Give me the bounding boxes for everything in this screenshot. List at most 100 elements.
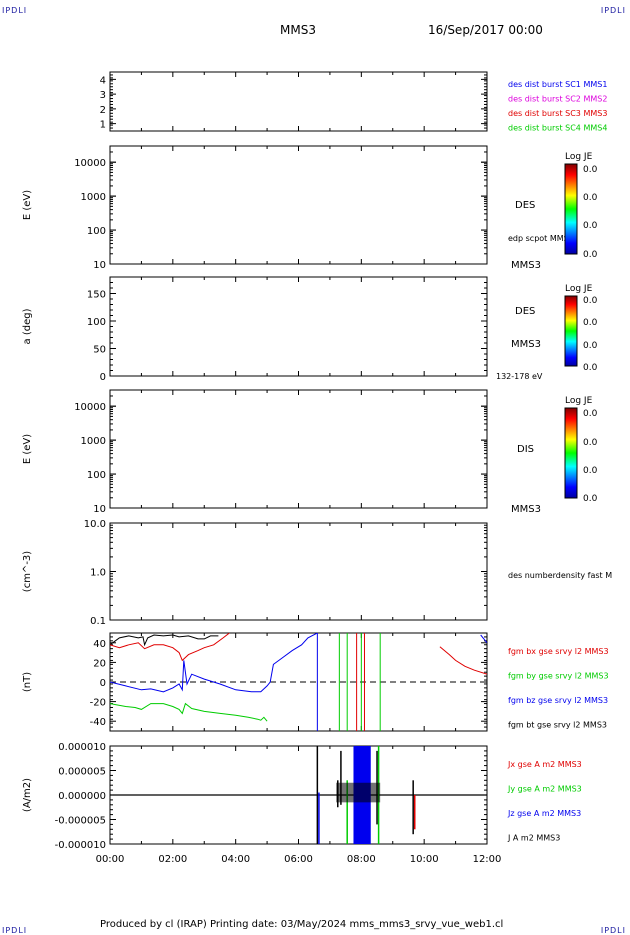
- y-tick-label: 10: [93, 260, 106, 271]
- time-tick-label: 04:00: [221, 854, 250, 865]
- legend-entry: fgm bt gse srvy l2 MMS3: [508, 721, 607, 730]
- series-line: [110, 633, 318, 693]
- y-tick-label: 100: [87, 317, 106, 328]
- y-tick-label: 0.000005: [58, 767, 106, 778]
- y-tick-label: 2: [100, 105, 106, 116]
- panel-right-label: edp scpot MMS3: [508, 234, 574, 243]
- current-traces: [110, 746, 487, 844]
- y-tick-label: -40: [90, 717, 106, 728]
- panel-right-label: DES: [515, 306, 535, 317]
- current-activity: [336, 782, 381, 803]
- y-tick-label: -20: [90, 698, 106, 709]
- y-tick-label: 10000: [74, 402, 106, 413]
- y-tick-label: 0: [100, 678, 106, 689]
- panel-right-label: MMS3: [511, 260, 541, 271]
- y-tick-label: 3: [100, 90, 106, 101]
- colorbar-tick-label: 0.0: [583, 250, 598, 260]
- y-tick-label: 0.1: [90, 616, 106, 627]
- legend-entry: des dist burst SC3 MMS3: [508, 109, 607, 118]
- colorbar-tick-label: 0.0: [583, 318, 598, 328]
- colorbar-tick-label: 0.0: [583, 296, 598, 306]
- y-axis-label: E (eV): [22, 190, 33, 220]
- y-axis-label: (cm^-3): [22, 551, 33, 592]
- series-line: [110, 634, 219, 647]
- corner-label-tr: IPDLI: [600, 6, 626, 15]
- y-axis-label: (nT): [22, 672, 33, 692]
- panel-frame: [109, 145, 488, 265]
- colorbar-tick-label: 0.0: [583, 409, 598, 419]
- y-tick-label: 1.0: [90, 568, 106, 579]
- panel-frame: [109, 389, 488, 509]
- y-tick-label: 0.000000: [58, 791, 106, 802]
- panel-frame: [109, 522, 488, 621]
- colorbar-tick-label: 0.0: [583, 341, 598, 351]
- date-title: 16/Sep/2017 00:00: [428, 23, 543, 37]
- y-tick-label: 10: [93, 504, 106, 515]
- colorbar-tick-label: 0.0: [583, 438, 598, 448]
- legend-entry: fgm bx gse srvy l2 MMS3: [508, 647, 609, 656]
- y-tick-label: 50: [93, 345, 106, 356]
- y-tick-label: 1000: [81, 192, 106, 203]
- panel-right-label: MMS3: [511, 504, 541, 515]
- fgm-lines: [110, 633, 487, 731]
- panel-current: -0.000010 -0.000005 0.000000 0.000005 0.0000…: [22, 742, 488, 851]
- legend-entry: fgm bz gse srvy l2 MMS3: [508, 696, 608, 705]
- panel-frame: [109, 276, 488, 377]
- colorbar-tick-label: 0.0: [583, 466, 598, 476]
- spacecraft-title: MMS3: [280, 23, 316, 37]
- colorbar-tick-label: 0.0: [583, 193, 598, 203]
- colorbar-title: Log JE: [565, 284, 593, 294]
- y-tick-label: 150: [87, 290, 106, 301]
- legend-entry: des dist burst SC4 MMS4: [508, 124, 607, 133]
- y-tick-label: 10000: [74, 158, 106, 169]
- panel-des-pitch: 0 50 100 150 a (deg): [22, 276, 488, 383]
- y-tick-label: 20: [93, 658, 106, 669]
- series-line: [110, 702, 268, 722]
- series-line: [439, 646, 487, 675]
- y-tick-label: 0.000010: [58, 742, 106, 753]
- time-tick-label: 10:00: [410, 854, 439, 865]
- colorbar-tick-label: 0.0: [583, 494, 598, 504]
- colorbar: [564, 295, 578, 367]
- y-axis-label: E (eV): [22, 434, 33, 464]
- panel-right-label: 132-178 eV: [496, 372, 543, 381]
- footer-text: Produced by cl (IRAP) Printing date: 03/…: [100, 919, 504, 930]
- y-tick-label: -0.000010: [55, 840, 106, 851]
- time-tick-label: 06:00: [284, 854, 313, 865]
- panel-des-energy: 10 100 1000 10000 E (eV): [22, 145, 488, 271]
- corner-label-bl: IPDLI: [2, 926, 28, 935]
- y-tick-label: 40: [93, 639, 106, 650]
- time-tick-label: 08:00: [347, 854, 376, 865]
- panel-dis-energy: 10 100 1000 10000 E (eV): [22, 389, 488, 515]
- legend-entry: J A m2 MMS3: [507, 834, 560, 843]
- panel-right-label: DES: [515, 200, 535, 211]
- legend-entry: fgm by gse srvy l2 MMS3: [508, 672, 609, 681]
- y-tick-label: 4: [100, 75, 106, 86]
- legend-entry: Jx gse A m2 MMS3: [507, 760, 582, 769]
- time-tick-label: 12:00: [473, 854, 502, 865]
- colorbar: [564, 163, 578, 255]
- series-line: [110, 633, 230, 662]
- y-tick-label: 100: [87, 470, 106, 481]
- panel-right-label: MMS3: [511, 339, 541, 350]
- legend-entry: des dist burst SC1 MMS1: [508, 80, 607, 89]
- colorbar-tick-label: 0.0: [583, 221, 598, 231]
- y-tick-label: -0.000005: [55, 816, 106, 827]
- corner-label-br: IPDLI: [600, 926, 626, 935]
- panel-burst: 1 2 3 4: [100, 71, 488, 132]
- y-axis-label: (A/m2): [22, 778, 33, 812]
- panel-frame: [109, 71, 488, 132]
- series-line: [480, 634, 487, 644]
- legend-entry: Jy gse A m2 MMS3: [507, 785, 582, 794]
- legend-entry: des dist burst SC2 MMS2: [508, 95, 607, 104]
- y-tick-label: 0: [100, 372, 106, 383]
- y-tick-label: 10.0: [84, 519, 106, 530]
- corner-label-tl: IPDLI: [2, 6, 28, 15]
- legend-entry: Jz gse A m2 MMS3: [507, 809, 581, 818]
- colorbar-tick-label: 0.0: [583, 363, 598, 373]
- y-tick-label: 1: [100, 120, 106, 131]
- y-axis-label: a (deg): [22, 308, 33, 344]
- panel-density: 0.1 1.0 10.0 (cm^-3): [22, 519, 488, 627]
- time-tick-label: 02:00: [158, 854, 187, 865]
